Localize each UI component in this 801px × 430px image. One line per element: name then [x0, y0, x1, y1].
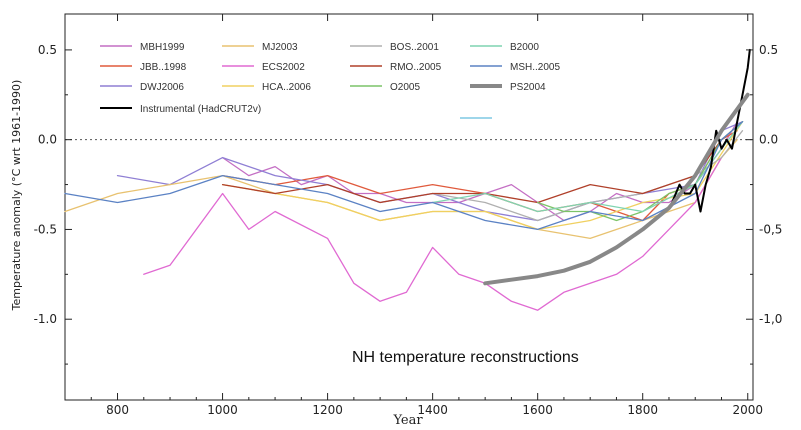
- legend-label-ecs2002: ECS2002: [262, 62, 305, 73]
- x-tick-label: 1800: [627, 403, 658, 417]
- chart-annotation: NH temperature reconstructions: [352, 349, 579, 366]
- y-tick-label-left: 0.5: [38, 43, 57, 57]
- y-tick-label-left: -1.0: [34, 312, 57, 326]
- legend-label-b2000: B2000: [510, 42, 539, 53]
- x-tick-label: 1200: [312, 403, 343, 417]
- legend-label-ps2004: PS2004: [510, 82, 546, 93]
- legend-label-bos-2001: BOS..2001: [390, 42, 439, 53]
- x-tick-label: 1000: [207, 403, 238, 417]
- x-tick-label: 2000: [732, 403, 763, 417]
- legend-label-msh-2005: MSH..2005: [510, 62, 560, 73]
- y-tick-label-right: -1,0: [759, 312, 782, 326]
- legend-label-jbb-1998: JBB..1998: [140, 62, 187, 73]
- x-tick-label: 1600: [522, 403, 553, 417]
- legend-label-o2005: O2005: [390, 82, 420, 93]
- y-tick-label-left: 0.0: [38, 133, 57, 147]
- legend-label-dwj2006: DWJ2006: [140, 82, 184, 93]
- legend-label-mbh1999: MBH1999: [140, 42, 185, 53]
- y-tick-label-left: -0.5: [34, 222, 57, 236]
- x-axis-title: Year: [392, 413, 423, 428]
- legend-label-hca-2006: HCA..2006: [262, 82, 311, 93]
- y-axis-title: Temperature anomaly (°C wrt 1961-1990): [10, 80, 23, 312]
- y-tick-label-right: 0.0: [759, 133, 778, 147]
- y-tick-label-right: 0.5: [759, 43, 778, 57]
- legend-label-instrumental-hadcrut2v: Instrumental (HadCRUT2v): [140, 104, 261, 115]
- legend-label-mj2003: MJ2003: [262, 42, 298, 53]
- x-tick-label: 800: [106, 403, 129, 417]
- legend-label-rmo-2005: RMO..2005: [390, 62, 442, 73]
- y-tick-label-right: -0,5: [759, 222, 782, 236]
